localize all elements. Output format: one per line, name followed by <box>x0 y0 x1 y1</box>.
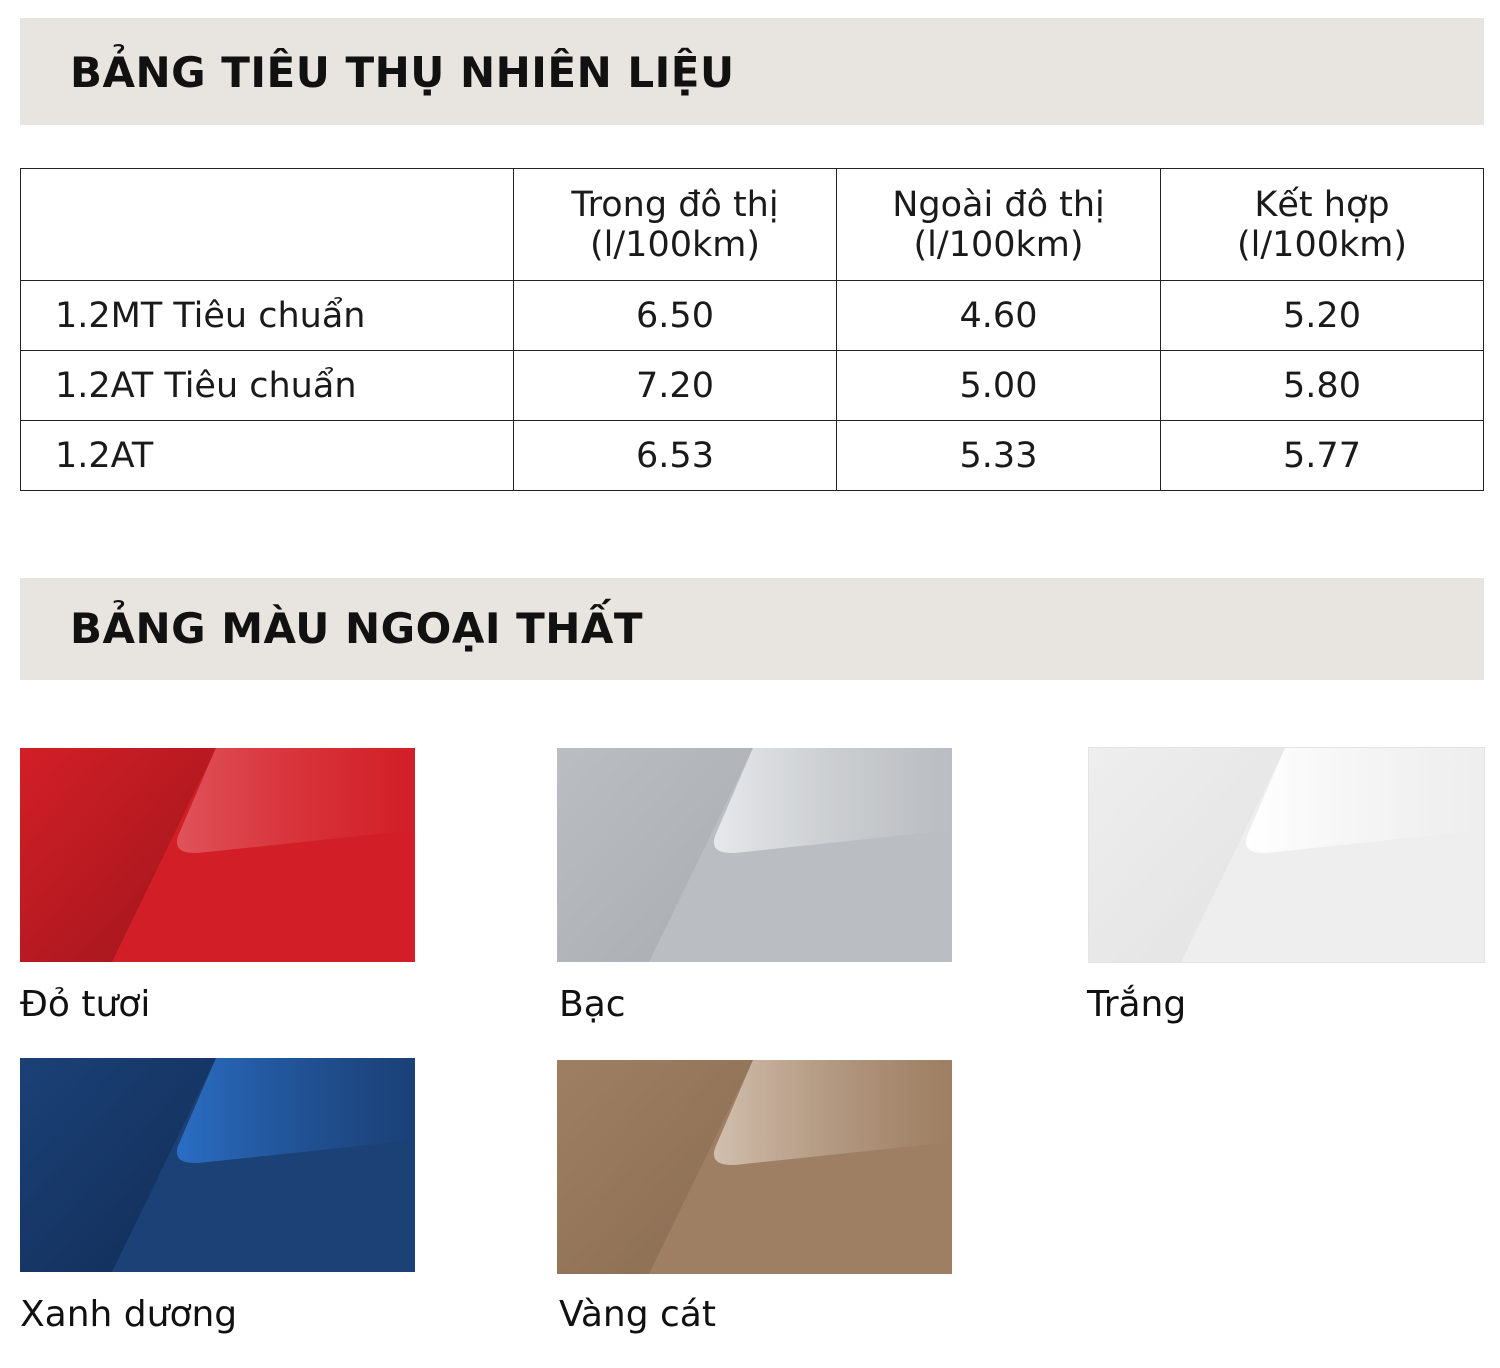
value-cell: 5.33 <box>836 420 1161 491</box>
table-row: 1.2AT 6.53 5.33 5.77 <box>20 420 1484 491</box>
colors-section-title: BẢNG MÀU NGOẠI THẤT <box>70 604 644 653</box>
value-cell: 6.50 <box>513 280 837 351</box>
swatch-label: Xanh dương <box>20 1294 238 1335</box>
value-cell: 6.53 <box>513 420 837 491</box>
swatch-label: Bạc <box>559 984 626 1025</box>
swatch-highlight <box>176 748 415 854</box>
value-cell: 4.60 <box>836 280 1161 351</box>
swatch-label: Trắng <box>1087 984 1187 1025</box>
value-cell: 5.80 <box>1160 350 1484 421</box>
variant-cell: 1.2AT <box>20 420 514 491</box>
swatch-label: Vàng cát <box>559 1294 716 1335</box>
swatch-highlight <box>713 748 952 854</box>
swatch-highlight <box>176 1058 415 1164</box>
swatch-silver[interactable] <box>557 748 952 962</box>
swatch-shadow <box>557 1060 753 1274</box>
value-cell: 7.20 <box>513 350 837 421</box>
table-header-row: Trong đô thị (l/100km) Ngoài đô thị (l/1… <box>20 168 1484 281</box>
swatch-sand[interactable] <box>557 1060 952 1274</box>
header-combined: Kết hợp (l/100km) <box>1160 168 1484 281</box>
variant-cell: 1.2MT Tiêu chuẩn <box>20 280 514 351</box>
swatch-white[interactable] <box>1088 747 1485 963</box>
swatch-shadow <box>557 748 753 962</box>
swatch-red[interactable] <box>20 748 415 962</box>
header-extra-urban: Ngoài đô thị (l/100km) <box>836 168 1161 281</box>
swatch-highlight <box>713 1060 952 1166</box>
header-text: Trong đô thị (l/100km) <box>571 184 779 265</box>
fuel-section-header: BẢNG TIÊU THỤ NHIÊN LIỆU <box>20 18 1484 125</box>
fuel-section-title: BẢNG TIÊU THỤ NHIÊN LIỆU <box>70 48 735 97</box>
swatch-highlight <box>1245 748 1484 854</box>
header-cell <box>20 168 514 281</box>
swatch-blue[interactable] <box>20 1058 415 1272</box>
swatch-shadow <box>20 1058 216 1272</box>
swatch-shadow <box>20 748 216 962</box>
value-cell: 5.20 <box>1160 280 1484 351</box>
value-cell: 5.77 <box>1160 420 1484 491</box>
header-text: Ngoài đô thị (l/100km) <box>892 184 1105 265</box>
colors-section-header: BẢNG MÀU NGOẠI THẤT <box>20 578 1484 680</box>
table-row: 1.2AT Tiêu chuẩn 7.20 5.00 5.80 <box>20 350 1484 421</box>
header-urban: Trong đô thị (l/100km) <box>513 168 837 281</box>
header-text: Kết hợp (l/100km) <box>1237 184 1407 265</box>
swatch-label: Đỏ tươi <box>20 984 151 1025</box>
variant-cell: 1.2AT Tiêu chuẩn <box>20 350 514 421</box>
fuel-consumption-table: Trong đô thị (l/100km) Ngoài đô thị (l/1… <box>20 168 1484 491</box>
table-row: 1.2MT Tiêu chuẩn 6.50 4.60 5.20 <box>20 280 1484 351</box>
value-cell: 5.00 <box>836 350 1161 421</box>
swatch-shadow <box>1089 748 1285 962</box>
